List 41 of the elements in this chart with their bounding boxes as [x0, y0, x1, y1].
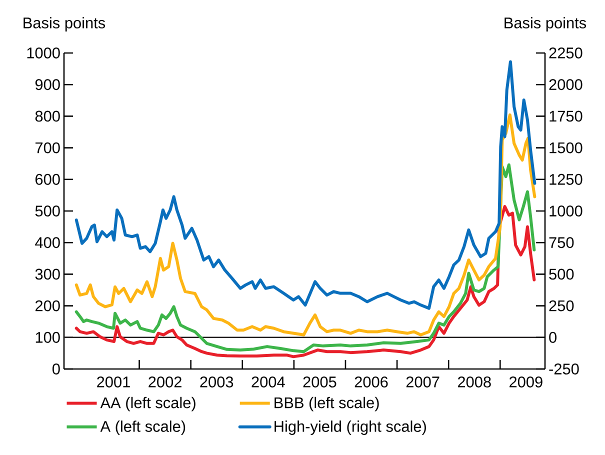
line-series — [74, 60, 536, 310]
y-tick-label: 600 — [35, 174, 60, 185]
y-tick-label: 0 — [52, 364, 60, 374]
y2-tick-label: 500 — [549, 268, 574, 280]
y-tick-label: 800 — [35, 110, 60, 122]
y-tick-label: 500 — [35, 206, 60, 216]
x-tick-label: 2002 — [148, 376, 182, 388]
x-tick-label: 2005 — [303, 376, 336, 388]
x-tick-label: 2004 — [252, 376, 285, 388]
x-tick-label: 2003 — [200, 376, 234, 388]
y2-tick-label: 1750 — [550, 110, 582, 122]
y-tick-label: 300 — [35, 268, 60, 280]
y2-tick-label: 1250 — [550, 174, 582, 185]
y-tick-label: 1000 — [27, 48, 60, 58]
y2-axis-title: Basis points — [504, 17, 586, 32]
x-tick-label: 2006 — [354, 376, 388, 388]
x-tick-label: 2007 — [406, 376, 440, 388]
legend-label: High-yield (right scale) — [274, 420, 426, 435]
y2-tick-label: 750 — [549, 237, 574, 248]
x-tick-label: 2008 — [458, 376, 491, 388]
y-tick-label: 900 — [35, 79, 60, 90]
y2-tick-label: 250 — [549, 300, 574, 312]
y2-tick-label: -250 — [549, 364, 579, 374]
y-tick-label: 400 — [35, 237, 60, 248]
legend-label: BBB (left scale) — [274, 396, 379, 412]
y-tick-label: 700 — [36, 142, 60, 154]
x-tick-label: 2001 — [97, 376, 130, 388]
line-series — [74, 163, 536, 354]
y-tick-label: 100 — [36, 332, 60, 343]
legend-label: AA (left scale) — [100, 396, 196, 412]
x-tick-label: 2009 — [510, 376, 542, 388]
line-series — [74, 113, 536, 336]
y-tick-label: 200 — [35, 300, 60, 312]
y2-tick-label: 0 — [549, 332, 557, 343]
legend-label: A (left scale) — [100, 420, 186, 435]
line-series — [74, 205, 536, 358]
y-axis-title: Basis points — [24, 17, 106, 32]
y2-tick-label: 1500 — [550, 142, 582, 154]
y2-tick-label: 2000 — [549, 79, 582, 90]
y2-tick-label: 2250 — [549, 48, 582, 58]
y2-tick-label: 1000 — [550, 206, 582, 216]
